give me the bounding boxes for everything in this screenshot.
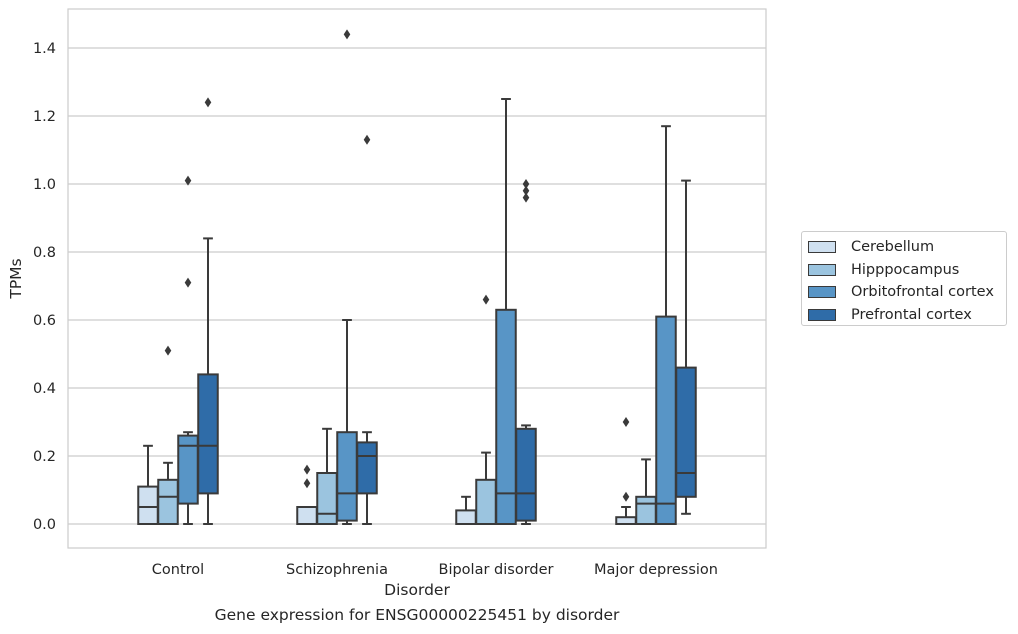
outlier-point	[522, 185, 530, 196]
outlier-point	[184, 175, 192, 186]
box-body	[675, 366, 697, 498]
box-prefrontal-cortex	[675, 179, 697, 515]
outlier-point	[482, 294, 490, 305]
outlier-point	[363, 134, 371, 145]
box-groups	[137, 29, 697, 526]
legend-item-orbitofrontal: Orbitofrontal cortex	[808, 281, 1006, 304]
box-body	[316, 472, 338, 525]
y-tick-label: 0.0	[33, 517, 56, 533]
box-body	[615, 516, 637, 526]
y-tick-label: 1.2	[33, 109, 56, 125]
outlier-point	[622, 491, 630, 502]
legend-label-prefrontal: Prefrontal cortex	[851, 306, 972, 323]
outlier-point	[204, 97, 212, 108]
box-prefrontal-cortex	[356, 134, 378, 525]
legend-item-cerebellum: Cerebellum	[808, 236, 1006, 259]
legend-swatch-orbitofrontal	[808, 286, 836, 299]
outlier-point	[343, 29, 351, 40]
box-cerebellum	[615, 417, 637, 526]
x-tick-label: Bipolar disorder	[439, 562, 554, 578]
legend-label-hippocampus: Hipppocampus	[851, 261, 960, 278]
y-tick-label: 0.8	[33, 245, 56, 261]
box-hipppocampus	[635, 458, 657, 525]
y-tick-label: 1.0	[33, 177, 56, 193]
legend-label-orbitofrontal: Orbitofrontal cortex	[851, 284, 994, 301]
legend-swatch-prefrontal	[808, 308, 836, 321]
x-tick-label: Schizophrenia	[286, 562, 388, 578]
box-body	[495, 308, 517, 525]
y-tick-label: 1.4	[33, 41, 56, 57]
outlier-point	[522, 179, 530, 189]
box-body	[635, 495, 657, 525]
legend: Cerebellum Hipppocampus Orbitofrontal co…	[801, 231, 1007, 326]
box-prefrontal-cortex	[515, 179, 537, 525]
legend-swatch-cerebellum	[808, 241, 836, 254]
x-axis-label: Disorder	[384, 581, 450, 599]
y-axis-label: TPMs	[7, 258, 25, 299]
legend-label-cerebellum: Cerebellum	[851, 239, 935, 256]
box-body	[356, 441, 378, 495]
box-hipppocampus	[157, 345, 179, 525]
x-tick-label: Major depression	[594, 562, 718, 578]
box-orbitofrontal-cortex	[336, 29, 358, 525]
box-cerebellum	[455, 495, 477, 525]
box-cerebellum	[296, 464, 318, 525]
y-tick-label: 0.2	[33, 449, 56, 465]
box-body	[655, 315, 677, 525]
figure-caption: Gene expression for ENSG00000225451 by d…	[214, 606, 620, 624]
y-tick-labels: 0.0 0.2 0.4 0.6 0.8 1.0 1.2 1.4	[33, 41, 56, 533]
x-tick-labels: Control Schizophrenia Bipolar disorder Majo…	[152, 562, 718, 578]
box-body	[336, 431, 358, 522]
box-orbitofrontal-cortex	[655, 125, 677, 525]
plot-frame	[67, 8, 767, 549]
y-tick-label: 0.4	[33, 381, 56, 397]
box-body	[455, 509, 477, 525]
outlier-point	[622, 417, 630, 427]
box-prefrontal-cortex	[197, 97, 219, 525]
legend-swatch-hippocampus	[808, 263, 836, 276]
box-hipppocampus	[475, 294, 497, 525]
box-body	[296, 506, 318, 525]
outlier-point	[303, 478, 311, 489]
box-orbitofrontal-cortex	[495, 98, 517, 525]
box-body	[157, 478, 179, 525]
legend-item-prefrontal: Prefrontal cortex	[808, 304, 1006, 327]
y-tick-label: 0.6	[33, 313, 56, 329]
box-cerebellum	[137, 444, 159, 526]
box-body	[137, 485, 159, 526]
box-hipppocampus	[316, 427, 338, 525]
outlier-point	[184, 277, 192, 288]
box-orbitofrontal-cortex	[177, 175, 199, 525]
outlier-point	[164, 345, 172, 356]
x-tick-label: Control	[152, 562, 204, 578]
legend-item-hippocampus: Hipppocampus	[808, 259, 1006, 282]
box-body	[515, 427, 537, 522]
box-body	[475, 478, 497, 525]
box-body	[197, 373, 219, 495]
outlier-point	[522, 192, 530, 203]
outlier-point	[303, 464, 311, 475]
